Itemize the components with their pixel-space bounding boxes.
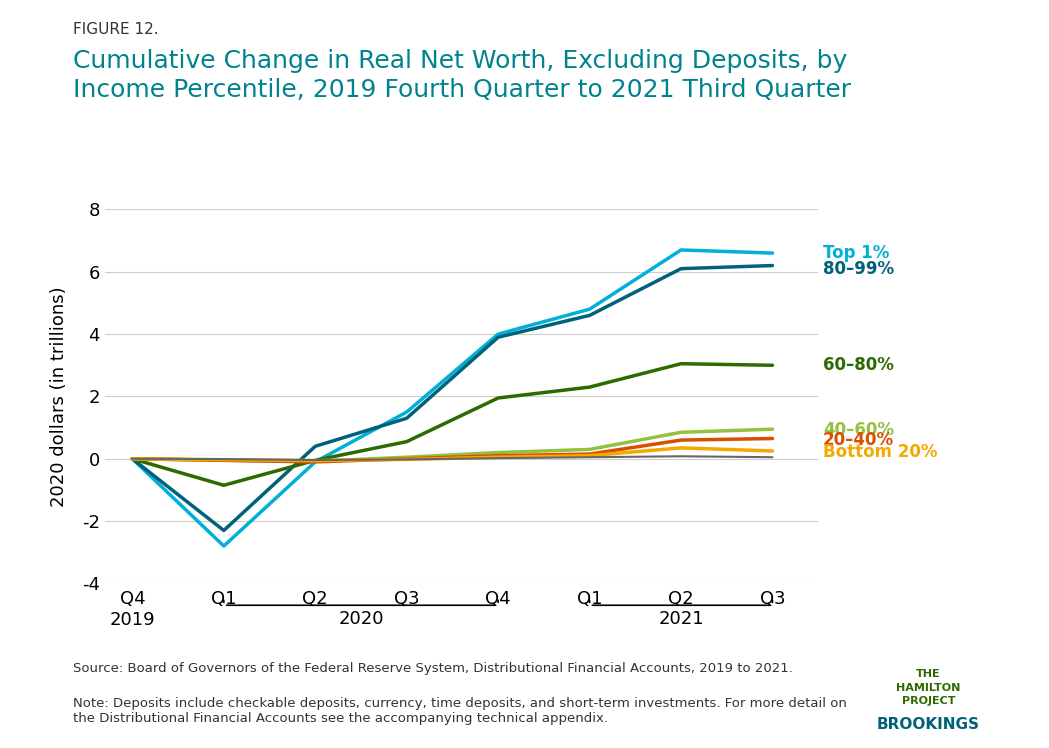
40–60%	[766, 425, 778, 434]
80–99%	[583, 311, 596, 320]
Text: 2021: 2021	[658, 610, 704, 628]
20–40%	[401, 454, 413, 463]
40–60%	[401, 453, 413, 462]
Bottom 20%	[766, 447, 778, 456]
Text: FIGURE 12.: FIGURE 12.	[73, 22, 159, 37]
60–80%	[309, 456, 322, 465]
20–40%	[675, 435, 687, 444]
Bottom 20%	[217, 456, 230, 465]
80–99%	[126, 454, 138, 463]
Bottom 20%	[126, 454, 138, 463]
80–99%	[766, 261, 778, 270]
Text: BROOKINGS: BROOKINGS	[877, 717, 980, 732]
Top 1%	[583, 304, 596, 313]
20–40%	[492, 451, 505, 460]
80–99%	[492, 333, 505, 342]
40–60%	[675, 428, 687, 437]
60–80%	[126, 454, 138, 463]
20–40%	[309, 458, 322, 467]
Bottom 20%	[309, 456, 322, 465]
Top 1%	[492, 330, 505, 339]
80–99%	[401, 414, 413, 423]
60–80%	[401, 437, 413, 446]
Top 1%	[126, 454, 138, 463]
Bottom 20%	[401, 455, 413, 464]
40–60%	[583, 445, 596, 454]
Bottom 20%	[583, 451, 596, 460]
40–60%	[126, 454, 138, 463]
Line: 40–60%: 40–60%	[132, 429, 772, 462]
20–40%	[126, 454, 138, 463]
80–99%	[675, 264, 687, 273]
40–60%	[309, 457, 322, 466]
Text: THE
HAMILTON
PROJECT: THE HAMILTON PROJECT	[896, 669, 961, 706]
Text: 40–60%: 40–60%	[822, 421, 894, 439]
20–40%	[583, 450, 596, 459]
Bottom 20%	[492, 453, 505, 462]
20–40%	[766, 434, 778, 443]
Line: 60–80%: 60–80%	[132, 364, 772, 485]
60–80%	[766, 361, 778, 370]
Text: Top 1%: Top 1%	[822, 244, 890, 262]
Text: 2020: 2020	[338, 610, 384, 628]
60–80%	[675, 359, 687, 368]
Bottom 20%	[675, 444, 687, 453]
40–60%	[217, 456, 230, 465]
Text: Cumulative Change in Real Net Worth, Excluding Deposits, by
Income Percentile, 2: Cumulative Change in Real Net Worth, Exc…	[73, 49, 852, 102]
Top 1%	[766, 248, 778, 257]
Y-axis label: 2020 dollars (in trillions): 2020 dollars (in trillions)	[50, 286, 68, 506]
80–99%	[309, 442, 322, 451]
60–80%	[583, 383, 596, 392]
40–60%	[492, 448, 505, 457]
Top 1%	[309, 458, 322, 467]
Line: 80–99%: 80–99%	[132, 266, 772, 530]
80–99%	[217, 526, 230, 535]
Text: 80–99%: 80–99%	[822, 260, 894, 278]
Text: 20–40%: 20–40%	[822, 431, 894, 449]
Top 1%	[217, 542, 230, 551]
Line: Top 1%: Top 1%	[132, 250, 772, 546]
Text: Bottom 20%: Bottom 20%	[822, 443, 938, 461]
20–40%	[217, 456, 230, 465]
Top 1%	[401, 408, 413, 417]
60–80%	[492, 393, 505, 402]
Line: 20–40%: 20–40%	[132, 438, 772, 462]
Text: Note: Deposits include checkable deposits, currency, time deposits, and short-te: Note: Deposits include checkable deposit…	[73, 697, 848, 725]
60–80%	[217, 481, 230, 490]
Top 1%	[675, 245, 687, 254]
Text: 60–80%: 60–80%	[822, 356, 894, 374]
Text: Source: Board of Governors of the Federal Reserve System, Distributional Financi: Source: Board of Governors of the Federa…	[73, 662, 793, 675]
Line: Bottom 20%: Bottom 20%	[132, 448, 772, 461]
